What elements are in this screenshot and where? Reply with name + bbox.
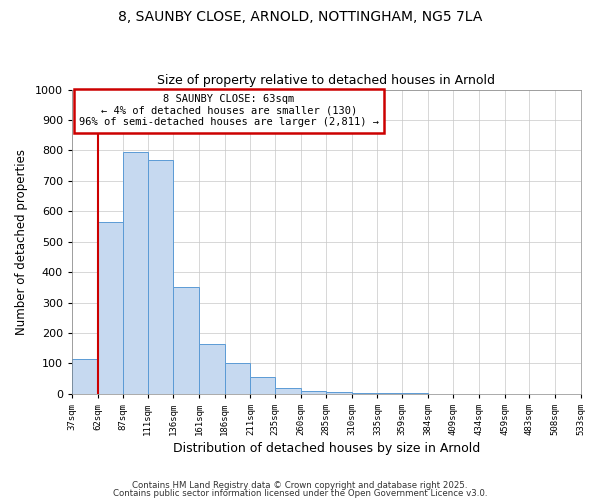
Bar xyxy=(326,392,352,394)
Bar xyxy=(352,393,377,394)
Bar xyxy=(123,152,148,394)
Bar xyxy=(199,344,225,394)
Y-axis label: Number of detached properties: Number of detached properties xyxy=(15,148,28,334)
Text: Contains HM Land Registry data © Crown copyright and database right 2025.: Contains HM Land Registry data © Crown c… xyxy=(132,481,468,490)
Bar xyxy=(148,160,173,394)
Bar xyxy=(98,222,123,394)
Text: Contains public sector information licensed under the Open Government Licence v3: Contains public sector information licen… xyxy=(113,488,487,498)
Text: 8 SAUNBY CLOSE: 63sqm
← 4% of detached houses are smaller (130)
96% of semi-deta: 8 SAUNBY CLOSE: 63sqm ← 4% of detached h… xyxy=(79,94,379,128)
Bar xyxy=(225,364,250,394)
Bar xyxy=(301,390,326,394)
Bar xyxy=(275,388,301,394)
X-axis label: Distribution of detached houses by size in Arnold: Distribution of detached houses by size … xyxy=(173,442,480,455)
Bar xyxy=(250,377,275,394)
Text: 8, SAUNBY CLOSE, ARNOLD, NOTTINGHAM, NG5 7LA: 8, SAUNBY CLOSE, ARNOLD, NOTTINGHAM, NG5… xyxy=(118,10,482,24)
Title: Size of property relative to detached houses in Arnold: Size of property relative to detached ho… xyxy=(157,74,495,87)
Bar xyxy=(173,288,199,394)
Bar xyxy=(72,359,98,394)
